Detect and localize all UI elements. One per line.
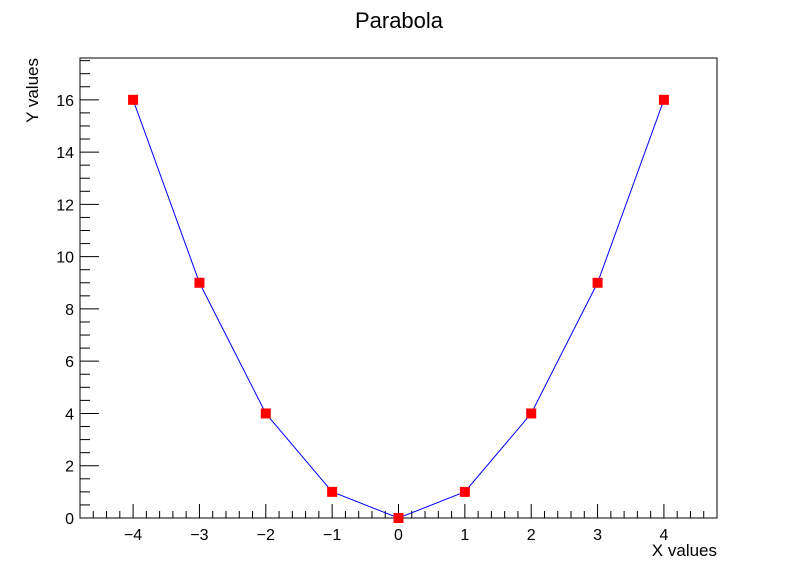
series-line xyxy=(132,99,665,519)
y-tick-label: 0 xyxy=(65,511,74,528)
y-tick-label: 12 xyxy=(56,197,74,214)
y-tick-label: 14 xyxy=(56,145,74,162)
x-tick-label: 2 xyxy=(527,527,536,544)
plot-frame xyxy=(79,57,718,519)
x-tick-label: −4 xyxy=(124,527,142,544)
chart-title: Parabola xyxy=(355,8,444,33)
axis-ticks xyxy=(79,60,718,519)
data-point xyxy=(658,94,669,105)
x-tick-label: 0 xyxy=(394,527,403,544)
x-axis-label: X values xyxy=(652,541,717,560)
data-point xyxy=(194,277,205,288)
x-tick-label: −2 xyxy=(257,527,275,544)
data-point xyxy=(260,408,271,419)
y-tick-label: 16 xyxy=(56,93,74,110)
x-tick-label: −3 xyxy=(190,527,208,544)
data-point xyxy=(393,513,404,523)
y-tick-label: 10 xyxy=(56,250,74,267)
x-tick-label: 4 xyxy=(659,527,668,544)
x-tick-label: 1 xyxy=(460,527,469,544)
data-point xyxy=(459,486,470,497)
y-tick-label: 6 xyxy=(65,354,74,371)
y-tick-label: 8 xyxy=(65,302,74,319)
data-points xyxy=(128,94,669,523)
y-tick-label: 2 xyxy=(65,459,74,476)
x-tick-label: −1 xyxy=(323,527,341,544)
data-point xyxy=(327,486,338,497)
data-point xyxy=(592,277,603,288)
data-point xyxy=(128,94,139,105)
y-tick-label: 4 xyxy=(65,406,74,423)
data-point xyxy=(526,408,537,419)
x-tick-label: 3 xyxy=(593,527,602,544)
y-axis-label: Y values xyxy=(23,58,42,123)
